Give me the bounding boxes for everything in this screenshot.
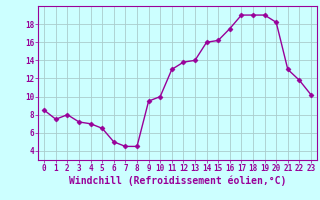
X-axis label: Windchill (Refroidissement éolien,°C): Windchill (Refroidissement éolien,°C) [69,176,286,186]
